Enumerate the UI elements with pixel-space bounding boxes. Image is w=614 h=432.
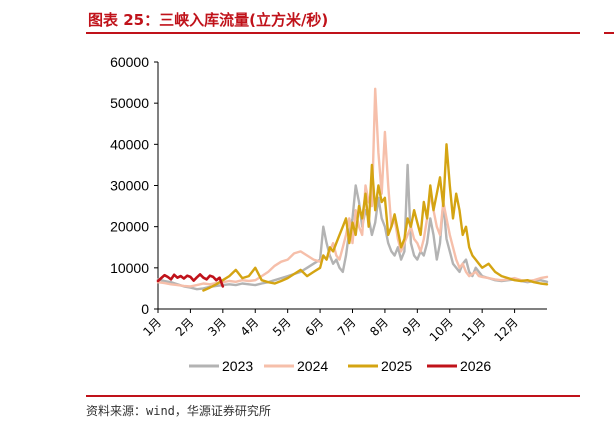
x-axis: 1月 2月 3月 4月 5月 6月 7月 8月 9月 10月 11月 12月	[140, 308, 547, 344]
x-tick-label: 1月	[140, 315, 164, 339]
legend: 2023 2024 2025 2026	[189, 358, 491, 374]
x-tick-label: 8月	[367, 315, 391, 339]
y-tick-label: 0	[141, 301, 149, 317]
x-tick-label: 12月	[492, 315, 521, 344]
x-tick-label: 9月	[400, 315, 424, 339]
y-axis: 0 10000 20000 30000 40000 50000 60000	[110, 54, 159, 317]
x-tick-label: 10月	[427, 315, 456, 344]
adjacent-panel-edge	[604, 6, 614, 34]
x-tick-label: 3月	[205, 315, 229, 339]
legend-label: 2026	[460, 358, 491, 374]
y-tick-label: 30000	[110, 178, 149, 194]
title-bar: 图表 25：三峡入库流量(立方米/秒)	[86, 6, 580, 34]
x-tick-label: 2月	[173, 315, 197, 339]
y-tick-label: 60000	[110, 54, 149, 70]
x-tick-label: 4月	[238, 315, 262, 339]
y-tick-label: 10000	[110, 260, 149, 276]
series-line-2026	[156, 273, 225, 288]
y-tick-label: 50000	[110, 95, 149, 111]
source-note: 资料来源：wind，华源证券研究所	[86, 404, 271, 418]
x-tick-label: 6月	[302, 315, 326, 339]
series-line-2025	[202, 143, 549, 292]
legend-label: 2025	[381, 358, 412, 374]
legend-label: 2023	[222, 358, 253, 374]
x-tick-label: 5月	[270, 315, 294, 339]
series-line-2024	[156, 87, 549, 288]
series-layer	[156, 87, 549, 292]
footer-divider	[86, 395, 580, 397]
series-line-2023	[156, 163, 549, 291]
chart-title: 图表 25：三峡入库流量(立方米/秒)	[88, 11, 329, 29]
legend-label: 2024	[297, 358, 328, 374]
y-tick-label: 20000	[110, 219, 149, 235]
x-tick-label: 11月	[459, 315, 488, 344]
x-tick-label: 7月	[335, 315, 359, 339]
y-tick-label: 40000	[110, 136, 149, 152]
